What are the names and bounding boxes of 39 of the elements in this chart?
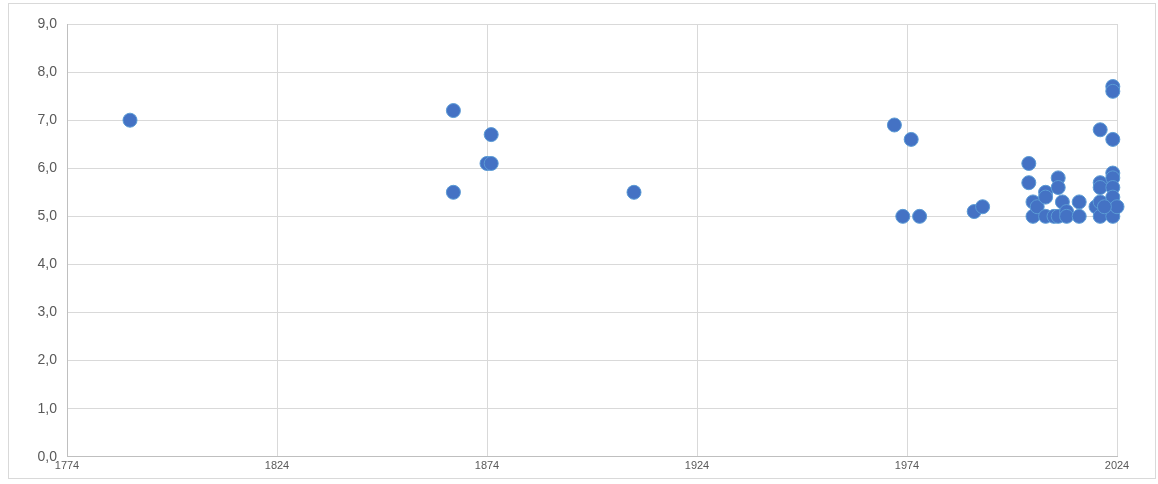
point	[912, 208, 928, 224]
y-tick-label: 9,0	[37, 14, 58, 31]
point	[903, 131, 919, 147]
point	[1021, 155, 1037, 171]
y-tick-label: 1,0	[37, 399, 58, 416]
point	[445, 103, 461, 119]
point	[1071, 208, 1087, 224]
point	[483, 155, 499, 171]
point	[1071, 194, 1087, 210]
point	[975, 199, 991, 215]
x-tick-label: 2024	[1104, 459, 1130, 472]
point	[122, 112, 138, 128]
y-tick-label: 8,0	[37, 62, 58, 79]
point	[1092, 180, 1108, 195]
point	[626, 184, 642, 200]
y-tick-label: 7,0	[37, 111, 58, 128]
point	[1105, 83, 1121, 99]
x-tick-label: 1874	[474, 459, 500, 472]
point	[1050, 180, 1066, 195]
y-tick-label: 2,0	[37, 351, 58, 368]
point	[1092, 122, 1108, 138]
x-tick-label: 1924	[684, 459, 710, 472]
point	[895, 208, 911, 224]
y-tick-label: 0,0	[37, 447, 58, 464]
point	[1096, 199, 1112, 215]
point	[1105, 131, 1121, 147]
y-tick-label: 3,0	[37, 303, 58, 320]
point	[445, 184, 461, 200]
y-tick-label: 5,0	[37, 207, 58, 224]
point	[1021, 175, 1037, 191]
x-tick-label: 1974	[894, 459, 920, 472]
point	[1059, 208, 1075, 224]
point	[1109, 199, 1125, 215]
point	[483, 127, 499, 143]
point	[886, 117, 902, 133]
y-tick-label: 4,0	[37, 255, 58, 272]
y-tick-label: 6,0	[37, 159, 58, 176]
point	[1038, 189, 1054, 205]
x-tick-label: 1824	[264, 459, 290, 472]
